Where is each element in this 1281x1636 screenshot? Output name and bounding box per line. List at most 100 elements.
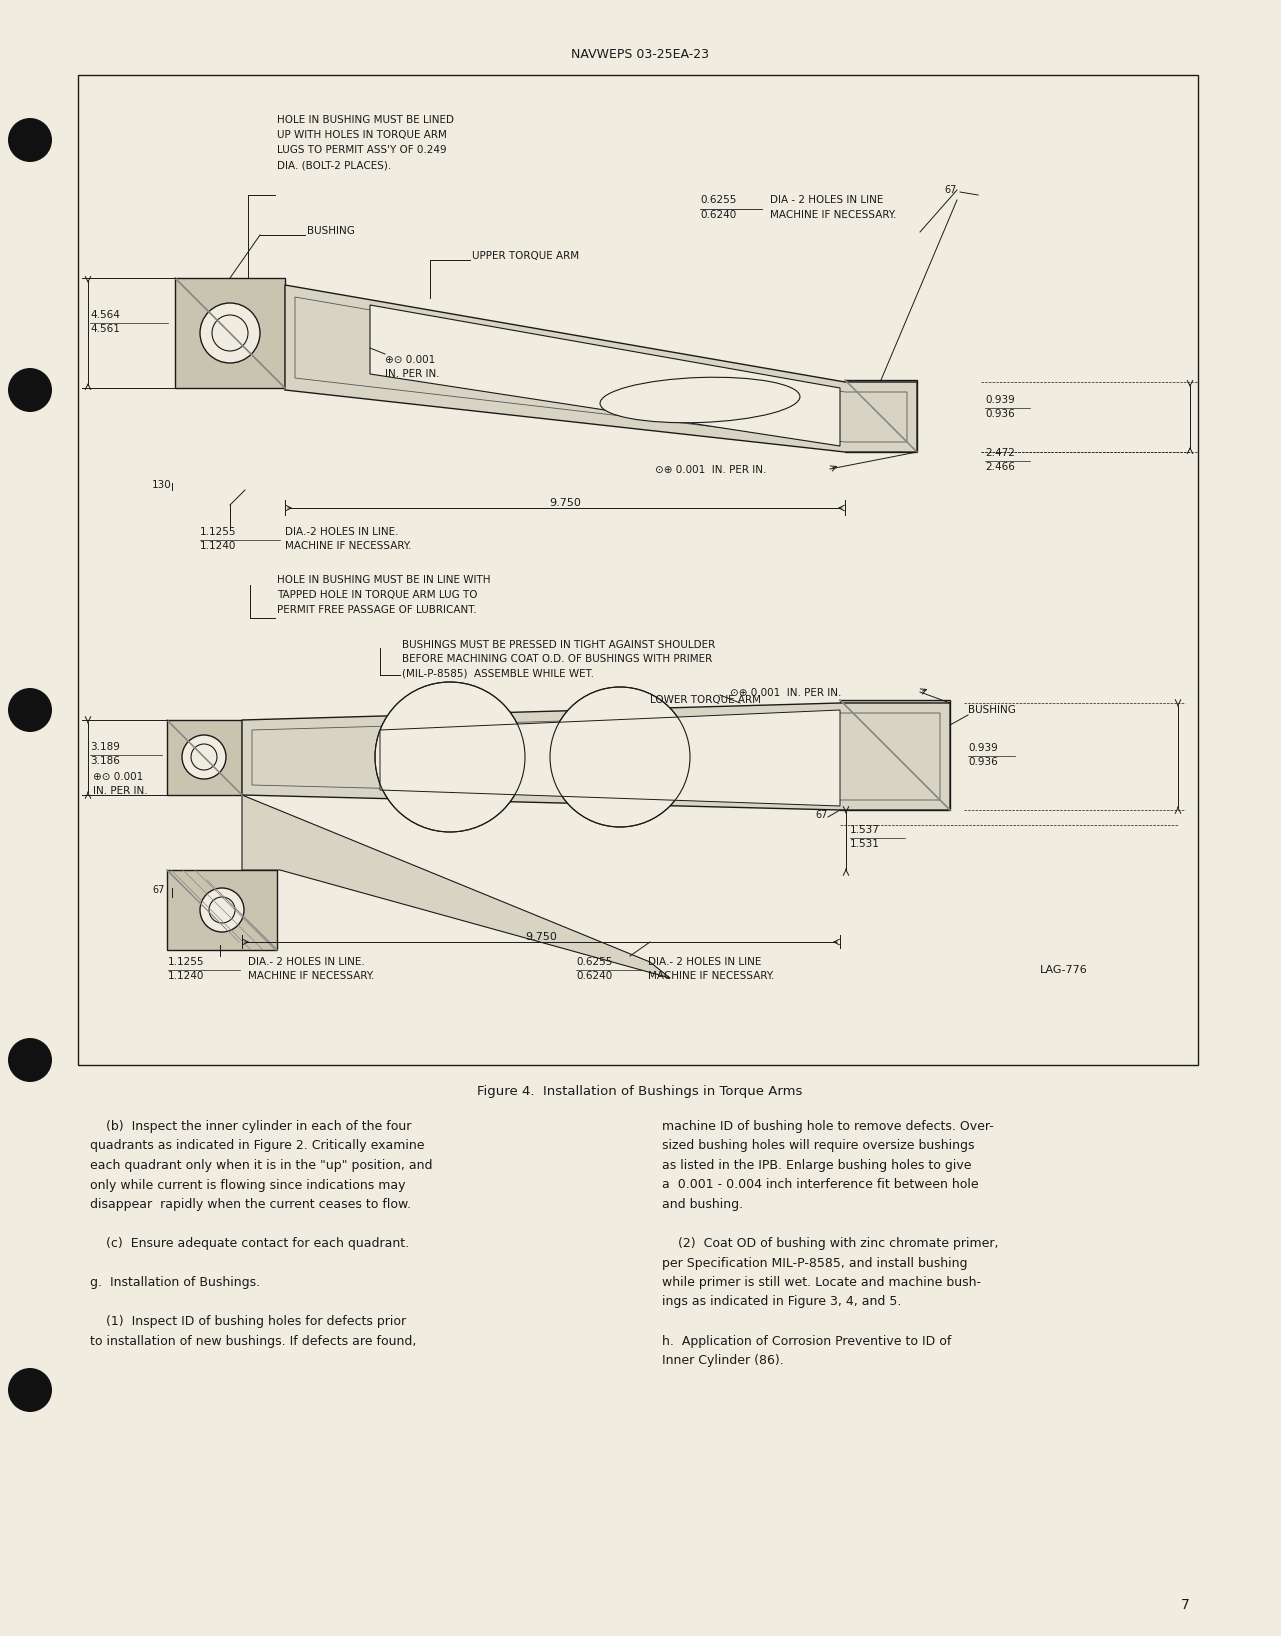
- Text: Inner Cylinder (86).: Inner Cylinder (86).: [662, 1355, 784, 1368]
- Text: ings as indicated in Figure 3, 4, and 5.: ings as indicated in Figure 3, 4, and 5.: [662, 1296, 902, 1309]
- Text: IN. PER IN.: IN. PER IN.: [94, 785, 147, 797]
- Circle shape: [211, 316, 249, 352]
- Text: disappear  rapidly when the current ceases to flow.: disappear rapidly when the current cease…: [90, 1198, 411, 1211]
- Polygon shape: [380, 710, 840, 807]
- Text: IN. PER IN.: IN. PER IN.: [386, 370, 439, 380]
- Text: 1.537: 1.537: [851, 825, 880, 834]
- Circle shape: [860, 394, 903, 438]
- Text: sized bushing holes will require oversize bushings: sized bushing holes will require oversiz…: [662, 1140, 975, 1152]
- Text: ⊕⊙ 0.001: ⊕⊙ 0.001: [94, 772, 143, 782]
- Text: DIA - 2 HOLES IN LINE: DIA - 2 HOLES IN LINE: [770, 195, 884, 204]
- Text: DIA.- 2 HOLES IN LINE: DIA.- 2 HOLES IN LINE: [648, 957, 761, 967]
- Text: 0.936: 0.936: [968, 757, 998, 767]
- Bar: [845, 380, 917, 452]
- Bar: [175, 278, 284, 388]
- Bar: [840, 700, 951, 810]
- Polygon shape: [242, 795, 670, 978]
- Text: 3.189: 3.189: [90, 743, 120, 753]
- Circle shape: [877, 736, 913, 772]
- Circle shape: [8, 1368, 53, 1412]
- Text: (2)  Coat OD of bushing with zinc chromate primer,: (2) Coat OD of bushing with zinc chromat…: [662, 1237, 998, 1250]
- Circle shape: [550, 687, 690, 828]
- Text: 1.1255: 1.1255: [168, 957, 205, 967]
- Bar: [167, 870, 277, 951]
- Text: ⊕⊙ 0.001: ⊕⊙ 0.001: [386, 355, 436, 365]
- Text: 130: 130: [152, 479, 172, 491]
- Text: ⊙⊕ 0.001  IN. PER IN.: ⊙⊕ 0.001 IN. PER IN.: [655, 465, 766, 474]
- Circle shape: [865, 725, 925, 785]
- Text: BEFORE MACHINING COAT O.D. OF BUSHINGS WITH PRIMER: BEFORE MACHINING COAT O.D. OF BUSHINGS W…: [402, 654, 712, 664]
- Polygon shape: [284, 285, 917, 452]
- Text: HOLE IN BUSHING MUST BE IN LINE WITH: HOLE IN BUSHING MUST BE IN LINE WITH: [277, 574, 491, 586]
- Text: g.  Installation of Bushings.: g. Installation of Bushings.: [90, 1276, 260, 1289]
- Text: 2.466: 2.466: [985, 461, 1015, 473]
- Text: only while current is flowing since indications may: only while current is flowing since indi…: [90, 1178, 406, 1191]
- Circle shape: [375, 682, 525, 833]
- Circle shape: [200, 888, 243, 933]
- Text: each quadrant only when it is in the "up" position, and: each quadrant only when it is in the "up…: [90, 1158, 433, 1171]
- Text: NAVWEPS 03-25EA-23: NAVWEPS 03-25EA-23: [571, 47, 708, 61]
- Text: UP WITH HOLES IN TORQUE ARM: UP WITH HOLES IN TORQUE ARM: [277, 129, 447, 141]
- Text: LAG-776: LAG-776: [1040, 965, 1088, 975]
- Text: 0.6255: 0.6255: [576, 957, 612, 967]
- Text: per Specification MIL-P-8585, and install bushing: per Specification MIL-P-8585, and instal…: [662, 1256, 967, 1270]
- Text: h.  Application of Corrosion Preventive to ID of: h. Application of Corrosion Preventive t…: [662, 1335, 952, 1348]
- Circle shape: [8, 118, 53, 162]
- Text: LUGS TO PERMIT ASS'Y OF 0.249: LUGS TO PERMIT ASS'Y OF 0.249: [277, 146, 447, 155]
- Text: TAPPED HOLE IN TORQUE ARM LUG TO: TAPPED HOLE IN TORQUE ARM LUG TO: [277, 591, 478, 600]
- Text: as listed in the IPB. Enlarge bushing holes to give: as listed in the IPB. Enlarge bushing ho…: [662, 1158, 971, 1171]
- Polygon shape: [242, 703, 951, 810]
- Text: ⊙⊕ 0.001  IN. PER IN.: ⊙⊕ 0.001 IN. PER IN.: [730, 689, 842, 699]
- Text: 0.936: 0.936: [985, 409, 1015, 419]
- Text: 4.564: 4.564: [90, 309, 120, 321]
- Text: 67: 67: [152, 885, 164, 895]
- Text: DIA.-2 HOLES IN LINE.: DIA.-2 HOLES IN LINE.: [284, 527, 398, 537]
- Text: (b)  Inspect the inner cylinder in each of the four: (b) Inspect the inner cylinder in each o…: [90, 1121, 411, 1134]
- Polygon shape: [370, 304, 840, 447]
- Text: Figure 4.  Installation of Bushings in Torque Arms: Figure 4. Installation of Bushings in To…: [478, 1085, 803, 1098]
- Text: MACHINE IF NECESSARY.: MACHINE IF NECESSARY.: [249, 972, 374, 982]
- Circle shape: [209, 897, 234, 923]
- Text: 4.561: 4.561: [90, 324, 120, 334]
- Text: 0.6240: 0.6240: [699, 209, 737, 219]
- Text: 3.186: 3.186: [90, 756, 120, 766]
- Text: 67: 67: [815, 810, 828, 820]
- Bar: [78, 75, 1198, 1065]
- Text: HOLE IN BUSHING MUST BE LINED: HOLE IN BUSHING MUST BE LINED: [277, 115, 453, 124]
- Circle shape: [200, 303, 260, 363]
- Text: (1)  Inspect ID of bushing holes for defects prior: (1) Inspect ID of bushing holes for defe…: [90, 1315, 406, 1328]
- Text: DIA.- 2 HOLES IN LINE.: DIA.- 2 HOLES IN LINE.: [249, 957, 365, 967]
- Text: 9.750: 9.750: [550, 497, 582, 509]
- Text: 0.6240: 0.6240: [576, 972, 612, 982]
- Text: quadrants as indicated in Figure 2. Critically examine: quadrants as indicated in Figure 2. Crit…: [90, 1140, 424, 1152]
- Text: and bushing.: and bushing.: [662, 1198, 743, 1211]
- Text: (c)  Ensure adequate contact for each quadrant.: (c) Ensure adequate contact for each qua…: [90, 1237, 409, 1250]
- Text: UPPER TORQUE ARM: UPPER TORQUE ARM: [471, 250, 579, 262]
- Text: 2.472: 2.472: [985, 448, 1015, 458]
- Circle shape: [869, 402, 894, 429]
- Text: 0.6255: 0.6255: [699, 195, 737, 204]
- Text: 67: 67: [944, 185, 957, 195]
- Text: MACHINE IF NECESSARY.: MACHINE IF NECESSARY.: [648, 972, 775, 982]
- Text: 0.939: 0.939: [968, 743, 998, 753]
- Circle shape: [191, 744, 216, 771]
- Circle shape: [8, 1037, 53, 1081]
- Circle shape: [8, 689, 53, 731]
- Text: while primer is still wet. Locate and machine bush-: while primer is still wet. Locate and ma…: [662, 1276, 981, 1289]
- Text: 1.1240: 1.1240: [168, 972, 205, 982]
- Text: BUSHINGS MUST BE PRESSED IN TIGHT AGAINST SHOULDER: BUSHINGS MUST BE PRESSED IN TIGHT AGAINS…: [402, 640, 715, 649]
- Text: 7: 7: [1181, 1598, 1190, 1611]
- Text: BUSHING: BUSHING: [307, 226, 355, 236]
- Text: MACHINE IF NECESSARY.: MACHINE IF NECESSARY.: [770, 209, 897, 219]
- Text: LOWER TORQUE ARM: LOWER TORQUE ARM: [649, 695, 761, 705]
- Text: PERMIT FREE PASSAGE OF LUBRICANT.: PERMIT FREE PASSAGE OF LUBRICANT.: [277, 605, 477, 615]
- Circle shape: [8, 368, 53, 412]
- Text: (MIL-P-8585)  ASSEMBLE WHILE WET.: (MIL-P-8585) ASSEMBLE WHILE WET.: [402, 667, 594, 677]
- Text: 1.531: 1.531: [851, 839, 880, 849]
- Text: 1.1255: 1.1255: [200, 527, 237, 537]
- Text: 9.750: 9.750: [525, 933, 557, 942]
- Ellipse shape: [600, 378, 799, 422]
- Text: to installation of new bushings. If defects are found,: to installation of new bushings. If defe…: [90, 1335, 416, 1348]
- Text: MACHINE IF NECESSARY.: MACHINE IF NECESSARY.: [284, 542, 411, 551]
- Text: 1.1240: 1.1240: [200, 542, 237, 551]
